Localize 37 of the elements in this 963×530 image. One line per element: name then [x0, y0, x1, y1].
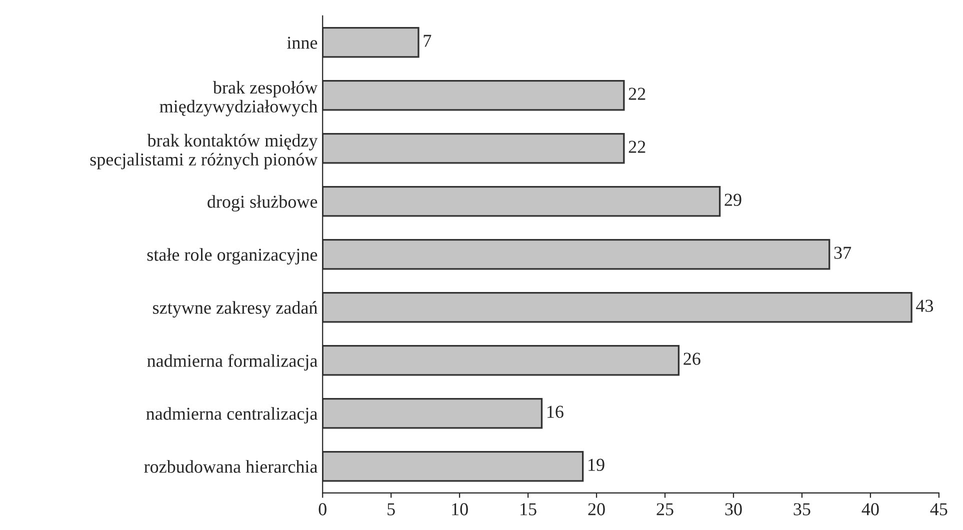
data-label: 7: [424, 34, 432, 47]
y-tick-label: stałe role organizacyjne: [147, 248, 318, 265]
bar: [322, 132, 625, 164]
bar: [322, 186, 721, 217]
data-label: 22: [628, 88, 646, 100]
y-tick-label: inne: [287, 36, 318, 49]
x-tick-label: 45: [930, 503, 948, 516]
data-label: 16: [547, 406, 564, 418]
x-tick-label: 35: [794, 503, 810, 516]
x-tick-label: 0: [318, 503, 326, 516]
bar: [322, 238, 830, 270]
y-tick-label: nadmierna formalizacja: [147, 354, 318, 371]
bar: [322, 292, 912, 323]
y-tick-label: nadmierna centralizacja: [146, 407, 318, 424]
data-label: 19: [588, 458, 604, 471]
bar: [322, 80, 625, 111]
x-tick-label: 40: [862, 503, 879, 516]
x-tick-label: 15: [520, 503, 536, 516]
y-tick-label: drogi służbowe: [208, 195, 318, 212]
bar: [322, 450, 584, 482]
x-tick-label: 30: [725, 503, 742, 516]
y-tick-label: brak kontaktów między specjalistami z różnych pionów: [90, 134, 318, 170]
x-tick-label: 5: [388, 503, 395, 516]
data-label: 43: [916, 300, 934, 312]
x-tick-label: 10: [452, 503, 468, 516]
x-tick-label: 25: [656, 503, 674, 516]
data-label: 26: [684, 352, 700, 365]
bar: [322, 344, 680, 376]
y-tick-label: rozbudowana hierarchia: [144, 460, 318, 473]
data-label: 37: [834, 246, 852, 259]
bar: [322, 26, 420, 58]
bar: [322, 398, 543, 429]
y-tick-label: brak zespołów międzywydziałowych: [160, 80, 318, 116]
data-label: 22: [628, 140, 646, 153]
data-label: 29: [724, 194, 742, 206]
y-tick-label: sztywne zakresy zadań: [153, 301, 318, 318]
x-tick-label: 20: [588, 503, 605, 516]
